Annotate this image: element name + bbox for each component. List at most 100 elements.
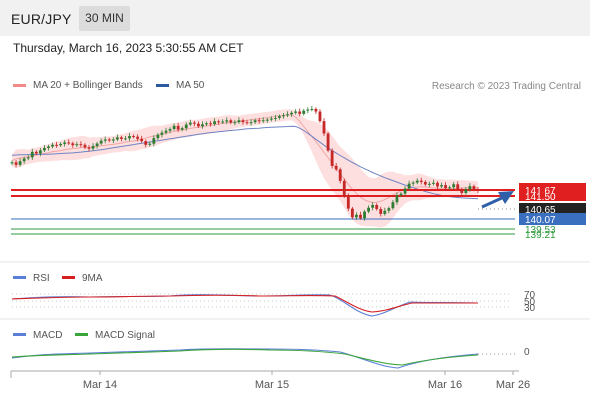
legend-swatch [62, 276, 75, 279]
candle-body [387, 208, 391, 211]
candle-body [172, 125, 176, 130]
forecast-arrow [481, 191, 514, 209]
candle-body [221, 121, 225, 123]
candle-body [403, 188, 407, 194]
candle-body [124, 138, 127, 140]
candle-body [411, 182, 415, 184]
candle-body [111, 139, 115, 141]
candle-body [334, 165, 338, 170]
candle-body [452, 184, 456, 188]
candle-body [144, 141, 148, 145]
candle-body [383, 210, 387, 214]
price-level-label: 141.50 [525, 192, 556, 203]
candle-body [476, 189, 480, 191]
candle-body [51, 144, 54, 147]
candle-body [282, 115, 285, 117]
candle-body [192, 122, 196, 124]
price-level-label: 141.67 [525, 186, 556, 197]
candle-body [249, 122, 253, 124]
candle-body [119, 137, 123, 139]
legend-label: RSI [33, 273, 50, 284]
candle-body [30, 151, 34, 158]
candle-body [245, 122, 249, 124]
candle-body [355, 214, 358, 218]
candle-body [205, 123, 208, 125]
legend-swatch [13, 84, 26, 87]
candle-body [423, 181, 427, 185]
candle-body [432, 182, 435, 184]
candle-body [330, 150, 334, 166]
candle-body [269, 118, 273, 120]
resistance-label-bg [519, 183, 586, 196]
candle-body [136, 136, 140, 139]
candle-body [196, 123, 200, 127]
legend-label: MA 50 [176, 80, 205, 91]
timeframe-button[interactable]: 30 MIN [79, 6, 130, 31]
candle-body [298, 111, 302, 114]
candle-body [375, 204, 379, 210]
candle-body [456, 184, 460, 190]
candle-body [168, 129, 172, 131]
candle-body [440, 185, 443, 187]
candle-body [71, 143, 75, 146]
candle-body [209, 123, 212, 125]
candle-body [99, 140, 103, 144]
candle-body [310, 108, 314, 110]
price-level-label: 140.07 [525, 215, 556, 226]
candle-body [314, 108, 318, 112]
candle-body [132, 136, 135, 138]
rsi-line [11, 294, 479, 317]
candle-body [156, 134, 160, 139]
candle-body [184, 124, 188, 129]
bollinger-band-area [12, 109, 478, 228]
price-level-label: 140.65 [525, 205, 556, 216]
macd-panel: 0 [11, 347, 530, 369]
candle-body [472, 186, 476, 190]
candle-body [399, 193, 403, 196]
legend-swatch [75, 333, 88, 336]
support-label-bg [519, 213, 586, 225]
candle-body [55, 144, 58, 146]
candle-body [363, 211, 366, 219]
candle-body [26, 157, 30, 159]
candle-body [436, 182, 439, 187]
candle-body [188, 122, 192, 125]
candle-body [10, 162, 14, 164]
forecast-arrow-shaft [481, 195, 505, 209]
candle-body [359, 214, 362, 219]
rsi-ma-line [11, 294, 478, 313]
candle-body [286, 114, 289, 116]
legend-ma50: MA 50 [156, 80, 204, 91]
ma50-line [11, 125, 478, 200]
candle-body [213, 121, 217, 125]
x-tick-label: Mar 14 [83, 379, 117, 391]
candlesticks [10, 105, 480, 221]
x-tick-label: Mar 15 [255, 379, 289, 391]
candle-body [95, 143, 99, 147]
candle-body [148, 143, 152, 145]
candle-body [128, 136, 131, 139]
candle-body [261, 120, 265, 122]
candle-body [265, 119, 269, 121]
macd-line [11, 348, 479, 369]
rsi-level-label: 50 [524, 297, 536, 308]
candle-body [350, 208, 354, 218]
candle-body [326, 133, 330, 151]
candle-body [140, 138, 144, 142]
last-price-label-bg [519, 203, 586, 214]
price-level-label: 139.21 [525, 230, 556, 241]
candle-body [201, 124, 204, 127]
candle-body [87, 147, 91, 149]
candle-body [22, 158, 26, 162]
x-axis: Mar 14 Mar 15 Mar 16 Mar 26 [10, 370, 530, 391]
candle-body [75, 144, 79, 146]
bollinger-band [12, 109, 478, 228]
candle-body [67, 142, 71, 144]
rsi-legend: RSI 9MA [13, 273, 103, 284]
candle-body [225, 120, 229, 122]
candle-body [367, 207, 371, 212]
rsi-level-label: 70 [524, 290, 536, 301]
macd-legend: MACD MACD Signal [13, 330, 155, 341]
legend-swatch [156, 84, 169, 87]
